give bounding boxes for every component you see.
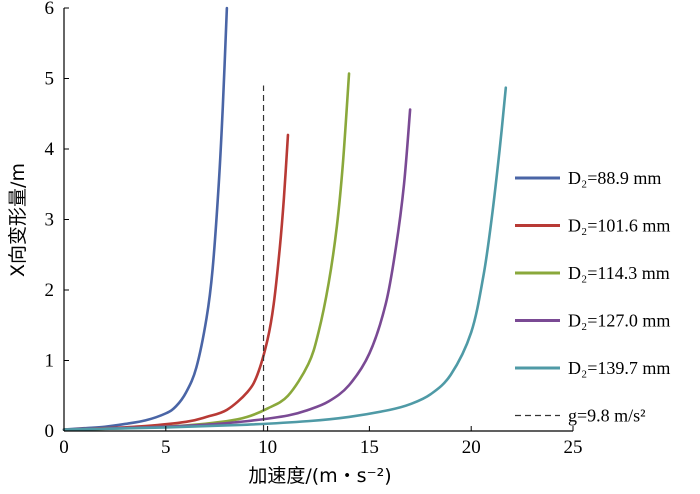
y-tick-label: 1 (45, 351, 55, 372)
series-line-3 (62, 72, 351, 431)
y-tick-label: 5 (45, 69, 55, 90)
series-line-4 (62, 108, 412, 431)
axes (63, 8, 573, 432)
x-tick-label: 20 (462, 437, 481, 458)
legend-label: g=9.8 m/s² (568, 406, 646, 426)
x-tick-label: 5 (161, 437, 171, 458)
x-ticks: 0 5 10 15 20 25 (59, 426, 583, 458)
y-tick-label: 4 (45, 139, 55, 160)
legend-label: D₂=101.6 mm (568, 216, 670, 236)
y-axis-title: X向变形量/m (7, 163, 29, 277)
y-tick-label: 2 (45, 280, 55, 301)
legend-label: D₂=127.0 mm (568, 311, 670, 331)
x-tick-label: 0 (59, 437, 69, 458)
y-tick-label: 3 (45, 210, 55, 231)
legend-label: D₂=139.7 mm (568, 358, 670, 378)
x-tick-label: 15 (360, 437, 379, 458)
series-lines (62, 6, 508, 431)
x-tick-label: 10 (258, 437, 277, 458)
x-tick-label: 25 (564, 437, 583, 458)
series-line-1 (62, 6, 229, 431)
series-line-2 (62, 133, 290, 431)
y-tick-label: 6 (45, 0, 55, 19)
y-ticks: 0 1 2 3 4 5 6 (45, 0, 69, 442)
legend: D₂=88.9 mm D₂=101.6 mm D₂=114.3 mm D₂=127.0… (515, 168, 670, 426)
x-axis-title: 加速度/(m・s⁻²) (248, 465, 391, 487)
series-line-5 (62, 86, 508, 431)
y-tick-label: 0 (45, 421, 55, 442)
legend-label: D₂=88.9 mm (568, 168, 661, 188)
legend-label: D₂=114.3 mm (568, 263, 670, 283)
